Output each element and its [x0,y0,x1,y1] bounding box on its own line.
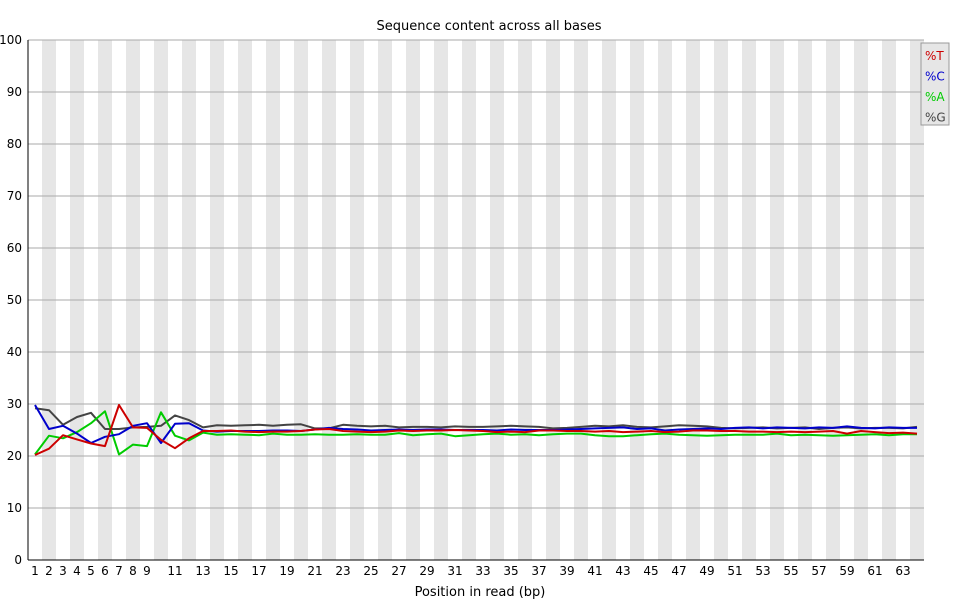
y-tick-labels: 0 10 20 30 40 50 60 70 80 90 100 [0,33,22,567]
x-tick-39: 39 [559,564,574,578]
x-tick-59: 59 [839,564,854,578]
x-tick-37: 37 [531,564,546,578]
legend-item-pct-a: %A [925,90,945,104]
x-tick-5: 5 [87,564,95,578]
x-tick-31: 31 [447,564,462,578]
x-tick-61: 61 [867,564,882,578]
y-tick-10: 10 [7,501,22,515]
y-tick-100: 100 [0,33,22,47]
x-tick-63: 63 [895,564,910,578]
x-tick-49: 49 [699,564,714,578]
legend-box [920,42,950,126]
x-tick-3: 3 [59,564,67,578]
y-tick-80: 80 [7,137,22,151]
y-tick-70: 70 [7,189,22,203]
x-tick-47: 47 [671,564,686,578]
y-tick-30: 30 [7,397,22,411]
x-tick-8: 8 [129,564,137,578]
series-lines [34,404,918,456]
y-tick-20: 20 [7,449,22,463]
series-line-pct-a [34,410,917,456]
x-tick-2: 2 [45,564,53,578]
y-tick-0: 0 [14,553,22,567]
x-tick-11: 11 [167,564,182,578]
x-tick-1: 1 [31,564,39,578]
x-tick-55: 55 [783,564,798,578]
x-tick-19: 19 [279,564,294,578]
x-tick-9: 9 [143,564,151,578]
x-tick-51: 51 [727,564,742,578]
x-tick-57: 57 [811,564,826,578]
legend-item-pct-t: %T [925,49,944,63]
x-tick-43: 43 [615,564,630,578]
x-tick-17: 17 [251,564,266,578]
axes [27,40,924,561]
x-tick-41: 41 [587,564,602,578]
series-line-pct-t [34,404,918,456]
legend-item-pct-c: %C [925,70,945,84]
x-tick-53: 53 [755,564,770,578]
x-tick-7: 7 [115,564,123,578]
x-tick-labels: 1 2 3 4 5 6 7 8 9 11 13 15 17 19 21 23 25 27 29 31 33 35 37 39 4… [31,564,910,578]
x-tick-4: 4 [73,564,81,578]
x-tick-33: 33 [475,564,490,578]
x-axis-label: Position in read (bp) [415,585,546,600]
x-tick-35: 35 [503,564,518,578]
x-tick-25: 25 [363,564,378,578]
x-tick-13: 13 [195,564,210,578]
gridlines [28,39,924,509]
x-tick-45: 45 [643,564,658,578]
x-tick-21: 21 [307,564,322,578]
legend: %T %C %A %G [920,42,950,126]
y-tick-40: 40 [7,345,22,359]
x-tick-6: 6 [101,564,109,578]
x-tick-29: 29 [419,564,434,578]
x-tick-27: 27 [391,564,406,578]
y-tick-60: 60 [7,241,22,255]
chart-title: Sequence content across all bases [376,19,601,34]
y-tick-50: 50 [7,293,22,307]
x-tick-15: 15 [223,564,238,578]
y-tick-90: 90 [7,85,22,99]
legend-item-pct-g: %G [925,111,946,125]
x-tick-23: 23 [335,564,350,578]
